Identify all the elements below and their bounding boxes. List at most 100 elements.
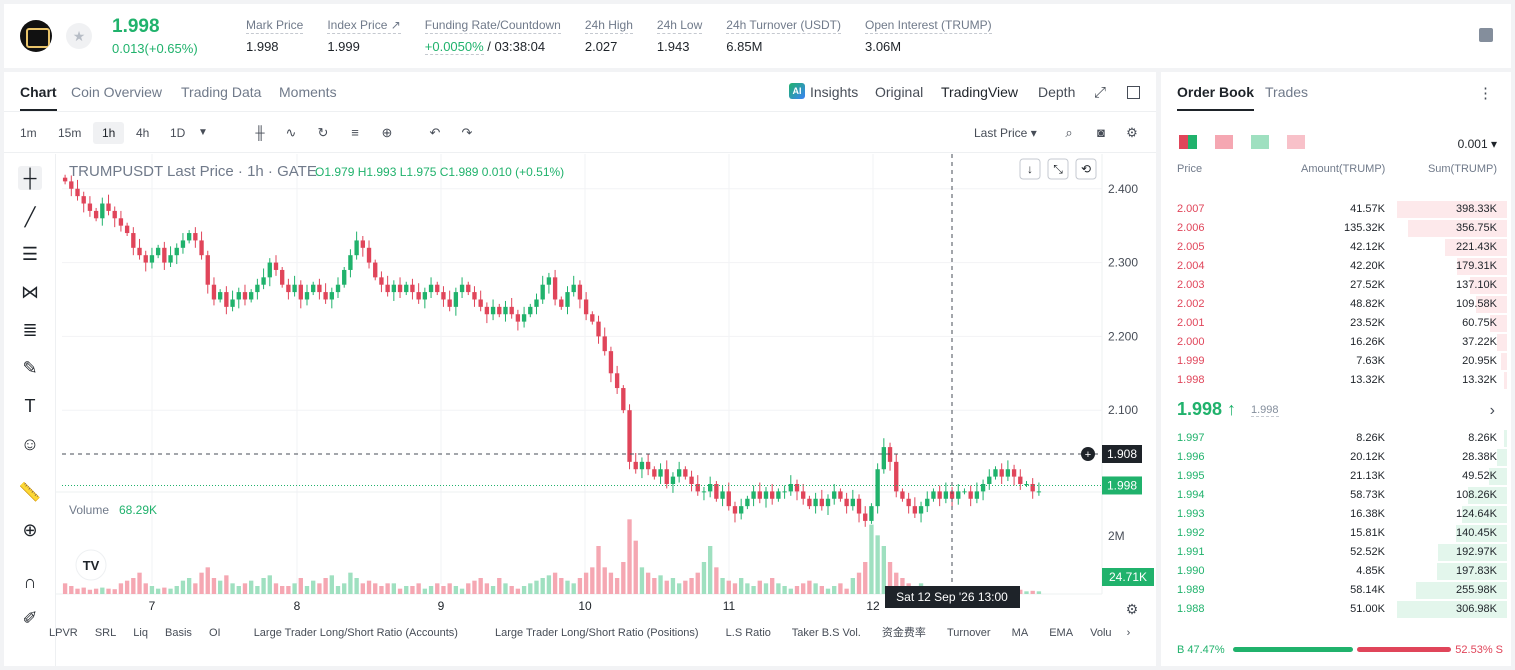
crosshair-icon[interactable]: ┼ <box>18 166 42 190</box>
pattern-icon[interactable]: ⋈ <box>21 282 39 302</box>
search-icon[interactable]: ⌕ <box>1065 125 1073 140</box>
indicator-volume[interactable]: Volu <box>1090 627 1112 639</box>
ask-row[interactable]: 2.002 48.82K 109.58K <box>1161 295 1511 314</box>
tab-order-book[interactable]: Order Book <box>1177 84 1255 111</box>
scroll-down-icon[interactable] <box>1019 158 1041 180</box>
both-sides-icon[interactable] <box>1179 135 1197 149</box>
last-price-selector[interactable]: Last Price ▾ <box>974 126 1037 140</box>
ask-row[interactable]: 2.004 42.20K 179.31K <box>1161 257 1511 276</box>
indicator-liq[interactable]: Liq <box>133 627 148 639</box>
bid-row[interactable]: 1.996 20.12K 28.38K <box>1161 448 1511 467</box>
chevron-right-icon[interactable]: › <box>1126 627 1131 639</box>
template-icon[interactable]: ≡ <box>351 125 359 140</box>
timeframe-1h[interactable]: 1h <box>93 122 125 144</box>
expand-icon[interactable]: ⤢ <box>1094 84 1107 101</box>
emoji-icon[interactable]: ☺ <box>20 434 40 454</box>
ask-row[interactable]: 1.999 7.63K 20.95K <box>1161 352 1511 371</box>
more-options-icon[interactable]: ⋮ <box>1478 85 1493 102</box>
timeframe-15m[interactable]: 15m <box>58 126 82 140</box>
precision-selector[interactable]: 0.001 ▾ <box>1457 137 1497 151</box>
reset-icon-glyph[interactable]: ⟲ <box>1081 162 1091 176</box>
ask-row[interactable]: 1.998 13.32K 13.32K <box>1161 371 1511 390</box>
horizontal-lines-icon[interactable]: ☰ <box>21 244 39 264</box>
tab-coin-overview[interactable]: Coin Overview <box>71 84 163 100</box>
volume-bar <box>131 578 136 594</box>
tab-original[interactable]: Original <box>875 84 924 100</box>
indicator-taker-vol[interactable]: Taker B.S Vol. <box>791 627 861 639</box>
bid-row[interactable]: 1.991 52.52K 192.97K <box>1161 543 1511 562</box>
tab-moments[interactable]: Moments <box>279 84 337 100</box>
funding-rate-value[interactable]: +0.0050% <box>424 39 484 55</box>
timeframe-1d[interactable]: 1D <box>170 126 186 140</box>
indicator-ls-accounts[interactable]: Large Trader Long/Short Ratio (Accounts) <box>253 627 458 639</box>
tab-trades[interactable]: Trades <box>1265 84 1309 100</box>
tab-depth[interactable]: Depth <box>1038 84 1076 100</box>
tab-insights[interactable]: Insights <box>810 84 859 100</box>
indicator-basis[interactable]: Basis <box>165 627 192 639</box>
bid-row[interactable]: 1.990 4.85K 197.83K <box>1161 562 1511 581</box>
fit-icon-glyph[interactable]: ⤡ <box>1053 162 1063 176</box>
tab-chart[interactable]: Chart <box>20 84 57 111</box>
indicator-ls-ratio[interactable]: L.S Ratio <box>725 627 771 639</box>
ai-insights-icon[interactable]: AI <box>789 83 805 99</box>
bid-row[interactable]: 1.992 15.81K 140.45K <box>1161 524 1511 543</box>
plus-icon[interactable]: + <box>1085 449 1091 461</box>
trendline-icon[interactable]: ╱ <box>24 207 36 227</box>
bid-row[interactable]: 1.993 16.38K 124.64K <box>1161 505 1511 524</box>
indicators-icon[interactable]: ∿ <box>285 125 297 140</box>
pencil-icon[interactable]: ✐ <box>22 608 38 628</box>
reset-icon[interactable] <box>1075 158 1097 180</box>
favorite-star-icon[interactable]: ★ <box>66 23 92 49</box>
ask-row[interactable]: 2.006 135.32K 356.75K <box>1161 219 1511 238</box>
bid-row[interactable]: 1.995 21.13K 49.52K <box>1161 467 1511 486</box>
timeframe-1m[interactable]: 1m <box>20 126 37 140</box>
camera-icon[interactable]: ◙ <box>1097 125 1105 140</box>
chevron-down-icon[interactable]: ▼ <box>198 127 208 138</box>
scroll-down-icon-glyph[interactable]: ↓ <box>1027 162 1033 176</box>
bid-row[interactable]: 1.989 58.14K 255.98K <box>1161 581 1511 600</box>
bids-only-icon[interactable] <box>1215 135 1233 149</box>
gear-icon[interactable]: ⚙ <box>1126 125 1138 140</box>
brush-icon[interactable]: ✎ <box>22 358 38 378</box>
indicator-turnover[interactable]: Turnover <box>946 627 991 639</box>
tab-tradingview[interactable]: TradingView <box>941 84 1019 100</box>
timeframe-4h[interactable]: 4h <box>136 126 150 140</box>
notebook-icon[interactable] <box>1479 28 1493 42</box>
zoom-in-icon[interactable]: ⊕ <box>22 520 38 540</box>
ask-row[interactable]: 2.005 42.12K 221.43K <box>1161 238 1511 257</box>
asks-only-icon[interactable] <box>1251 135 1269 149</box>
candle-type-icon[interactable]: ╫ <box>255 125 265 140</box>
bid-row[interactable]: 1.994 58.73K 108.26K <box>1161 486 1511 505</box>
indicator-lpvr[interactable]: LPVR <box>49 627 78 639</box>
add-indicator-icon[interactable]: ⊕ <box>381 125 393 140</box>
indicator-oi[interactable]: OI <box>209 627 221 639</box>
indicator-ls-positions[interactable]: Large Trader Long/Short Ratio (Positions… <box>494 627 699 639</box>
redo-icon[interactable]: ↷ <box>461 125 473 140</box>
ask-row[interactable]: 2.007 41.57K 398.33K <box>1161 200 1511 219</box>
window-icon[interactable] <box>1127 86 1140 99</box>
indicator-srl[interactable]: SRL <box>94 627 117 639</box>
candlestick-chart[interactable]: 2.400 2.300 2.200 2.100 7 8 9 10 11 12 1.998 1.908… <box>56 154 1156 624</box>
ruler-icon[interactable]: 📏 <box>18 482 42 502</box>
ask-row[interactable]: 2.000 16.26K 37.22K <box>1161 333 1511 352</box>
stat-index-price[interactable]: Index Price ↗ 1.999 <box>327 18 401 54</box>
refresh-icon[interactable]: ↻ <box>317 125 329 140</box>
ask-row[interactable]: 2.003 27.52K 137.10K <box>1161 276 1511 295</box>
volume-bar <box>335 586 341 594</box>
undo-icon[interactable]: ↶ <box>429 125 441 140</box>
magnet-icon[interactable]: ∩ <box>23 572 37 592</box>
large-orders-icon[interactable] <box>1287 135 1305 149</box>
chevron-right-icon[interactable]: › <box>1489 402 1495 419</box>
indicator-funding-rate[interactable]: 资金费率 <box>881 627 926 639</box>
tab-trading-data[interactable]: Trading Data <box>181 84 262 100</box>
ask-row[interactable]: 2.001 23.52K 60.75K <box>1161 314 1511 333</box>
text-icon[interactable]: T <box>24 396 36 416</box>
indicator-ema[interactable]: EMA <box>1049 627 1074 639</box>
add-alert-icon[interactable] <box>1081 447 1095 461</box>
axis-settings-icon[interactable]: ⚙ <box>1126 601 1139 617</box>
fib-icon[interactable]: ≣ <box>22 320 38 340</box>
bid-row[interactable]: 1.997 8.26K 8.26K <box>1161 429 1511 448</box>
fit-icon[interactable] <box>1047 158 1069 180</box>
indicator-ma[interactable]: MA <box>1011 627 1029 639</box>
bid-row[interactable]: 1.988 51.00K 306.98K <box>1161 600 1511 619</box>
